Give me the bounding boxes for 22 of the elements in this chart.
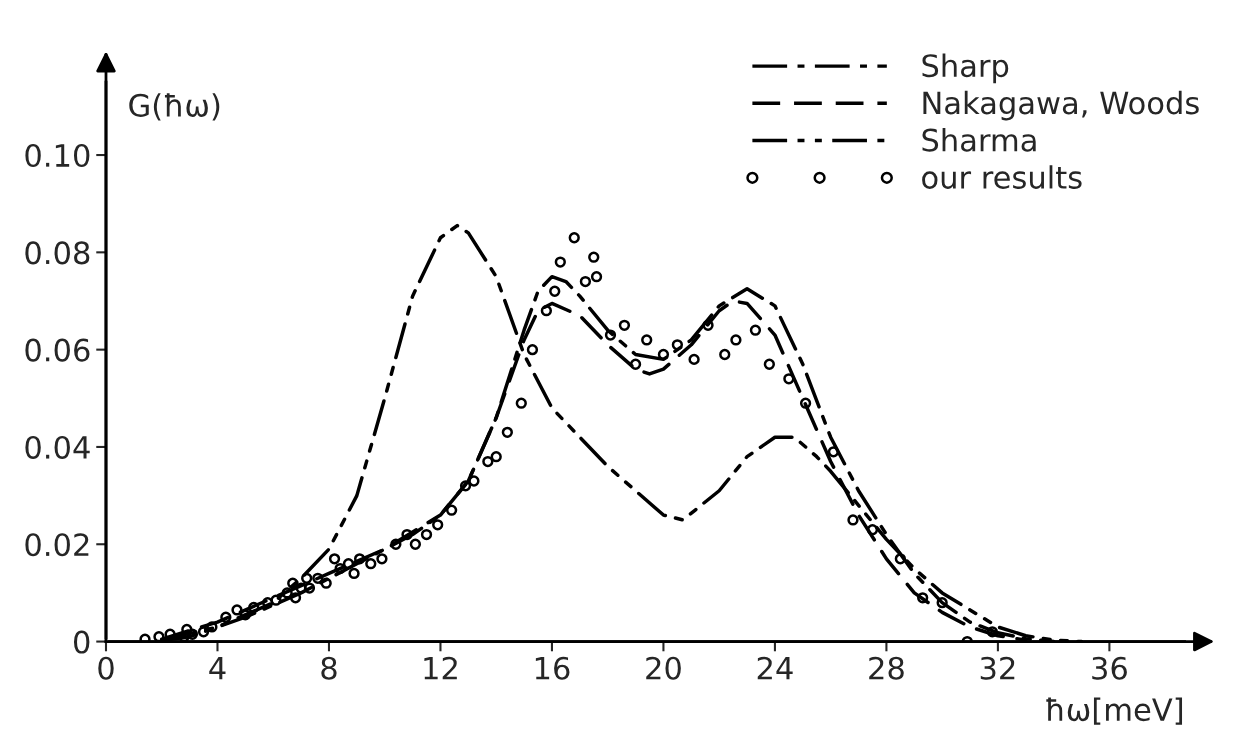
- legend-label: Sharp: [922, 53, 1009, 84]
- x-tick-label: 36: [1092, 656, 1127, 680]
- x-axis-title: ħω[meV]: [1046, 697, 1183, 725]
- y-tick-label: 0: [73, 630, 90, 654]
- y-tick-label: 0.08: [25, 241, 90, 265]
- x-tick-label: 4: [209, 657, 226, 680]
- legend-label: our results: [922, 165, 1082, 189]
- y-tick-label: 0.06: [25, 338, 90, 362]
- y-axis-title: G(ħω): [129, 93, 220, 121]
- y-tick-label: 0.10: [25, 143, 90, 168]
- legend-label: Nakagawa, Woods: [923, 90, 1199, 121]
- x-tick-label: 0: [98, 656, 114, 680]
- x-tick-label: 32: [980, 656, 1015, 680]
- x-tick-label: 20: [646, 656, 681, 680]
- x-tick-label: 16: [535, 656, 570, 680]
- legend-label: Sharma: [922, 128, 1036, 152]
- x-tick-label: 12: [424, 656, 457, 680]
- x-tick-label: 8: [321, 656, 337, 680]
- x-tick-label: 24: [757, 656, 793, 680]
- y-tick-label: 0.04: [25, 435, 90, 459]
- y-tick-label: 0.02: [25, 533, 89, 557]
- x-tick-label: 28: [869, 656, 904, 680]
